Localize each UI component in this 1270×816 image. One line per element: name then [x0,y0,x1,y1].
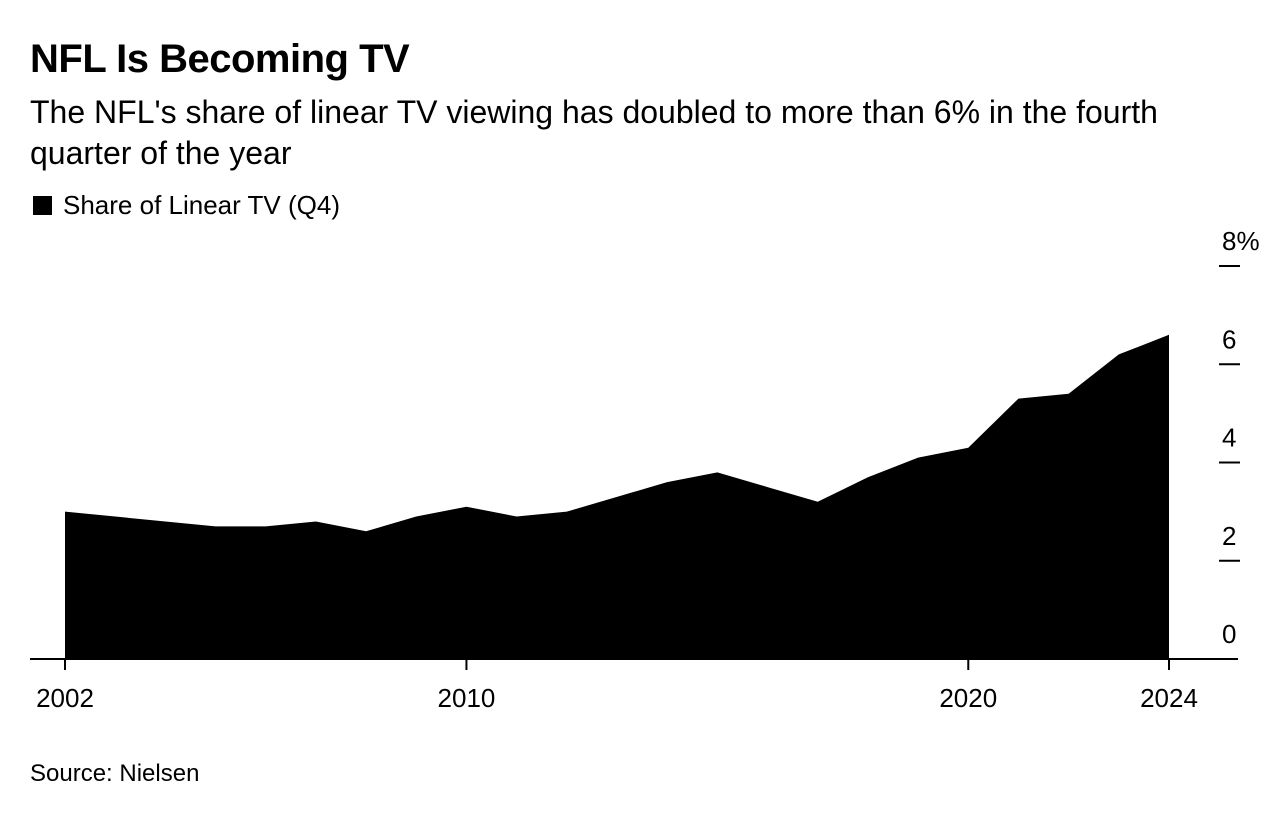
legend-swatch [33,195,52,215]
source-note: Source: Nielsen [30,760,200,787]
y-tick-label: 4 [1222,423,1236,453]
x-tick-label: 2020 [939,683,997,713]
y-tick-label: 8% [1222,226,1260,256]
legend-label: Share of Linear TV (Q4) [63,190,340,220]
y-tick-label: 0 [1222,619,1236,649]
chart-subtitle: The NFL's share of linear TV viewing has… [30,94,1158,171]
y-tick-label: 2 [1222,521,1236,551]
chart-title: NFL Is Becoming TV [30,37,410,81]
legend: Share of Linear TV (Q4) [33,190,340,220]
x-tick-label: 2002 [36,683,94,713]
x-tick-label: 2024 [1140,683,1198,713]
area-series-0 [65,334,1169,659]
y-tick-label: 6 [1222,324,1236,354]
x-tick-label: 2010 [438,683,496,713]
